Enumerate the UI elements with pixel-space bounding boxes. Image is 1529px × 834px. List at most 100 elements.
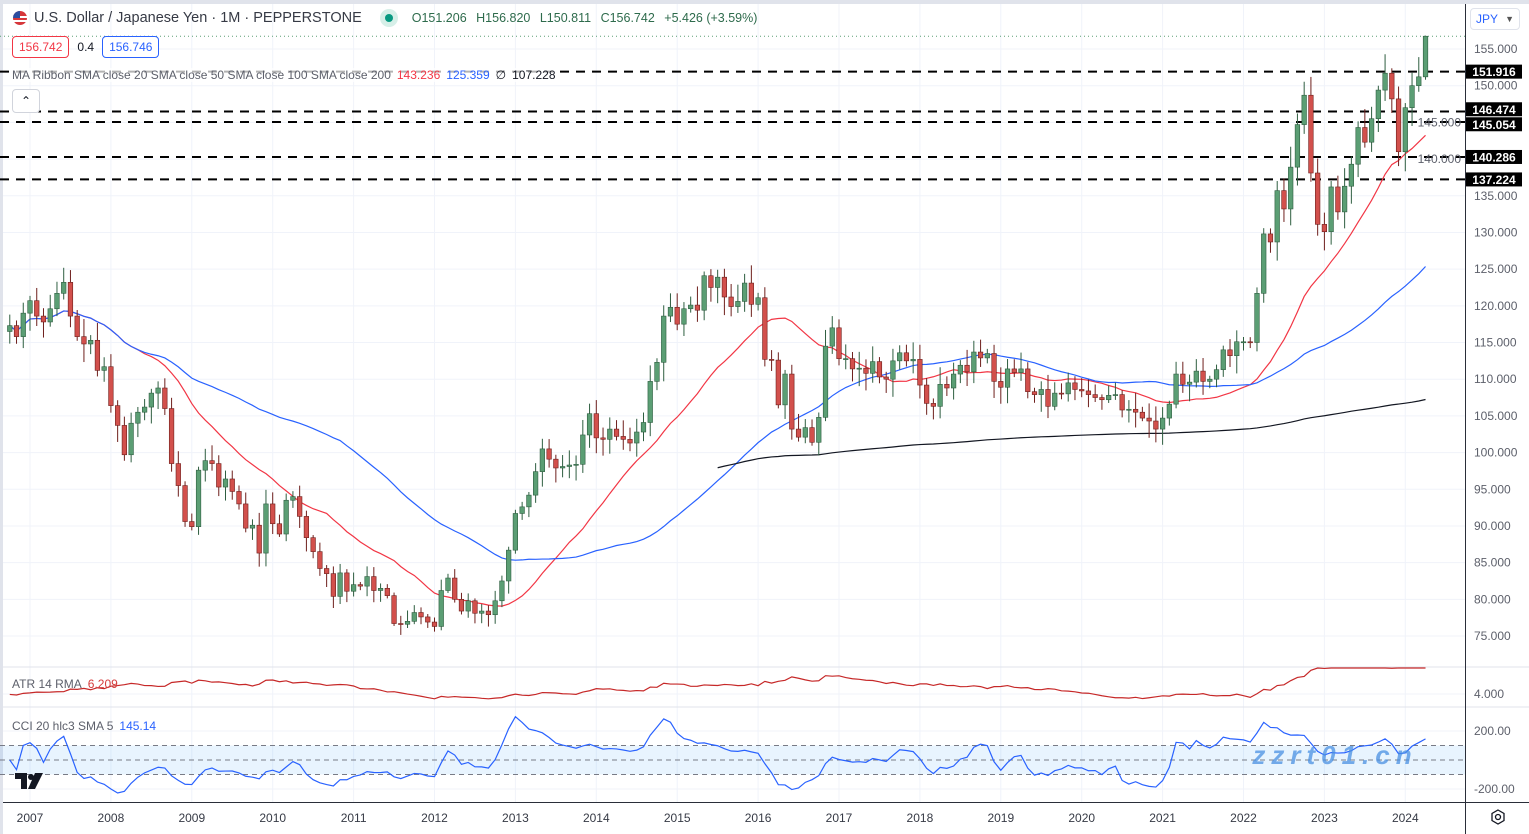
settings-gear-icon[interactable] bbox=[1490, 809, 1506, 825]
candle-down bbox=[1335, 186, 1341, 213]
candle bbox=[1099, 394, 1105, 410]
candle bbox=[479, 604, 485, 624]
candle-up bbox=[283, 499, 289, 535]
candle-down bbox=[310, 537, 316, 552]
collapse-legend-button[interactable]: ⌃ bbox=[12, 89, 40, 113]
candle bbox=[303, 510, 310, 552]
candle bbox=[67, 270, 74, 328]
candle bbox=[1234, 330, 1240, 374]
candle bbox=[1133, 392, 1139, 428]
candle bbox=[1348, 156, 1354, 204]
candle-up bbox=[1173, 373, 1179, 405]
candle-down bbox=[229, 478, 235, 492]
currency-value: JPY bbox=[1476, 12, 1499, 26]
cci-legend[interactable]: CCI 20 hlc3 SMA 5 145.14 bbox=[12, 719, 156, 733]
candle bbox=[580, 419, 586, 473]
candle bbox=[81, 319, 87, 363]
candle-down bbox=[13, 325, 20, 337]
candle-up bbox=[27, 300, 33, 314]
candle bbox=[1058, 383, 1065, 400]
candle-down bbox=[1200, 370, 1206, 382]
chevron-up-icon: ⌃ bbox=[20, 94, 32, 108]
candle-down bbox=[1321, 224, 1327, 233]
candle bbox=[1004, 359, 1011, 404]
candle bbox=[364, 566, 370, 597]
buy-price-button[interactable]: 156.746 bbox=[102, 36, 160, 58]
candle bbox=[20, 302, 26, 349]
year-tick-label: 2009 bbox=[178, 811, 205, 825]
low-value: L150.811 bbox=[539, 11, 592, 25]
atr-tick-label: 4.000 bbox=[1474, 687, 1504, 701]
cci-line bbox=[9, 715, 1426, 794]
candle-down bbox=[748, 282, 754, 305]
candle bbox=[1193, 359, 1199, 388]
candle-down bbox=[357, 584, 363, 587]
ma50-value: 125.359 bbox=[446, 68, 490, 82]
candle-up bbox=[519, 506, 525, 514]
sell-price-button[interactable]: 156.742 bbox=[12, 36, 70, 58]
candle-down bbox=[121, 425, 127, 456]
candle-up bbox=[971, 351, 977, 373]
candle-down bbox=[1153, 420, 1159, 430]
candle-up bbox=[1274, 190, 1280, 243]
candle bbox=[115, 400, 121, 442]
candle bbox=[843, 344, 849, 370]
candle bbox=[613, 420, 620, 441]
currency-select[interactable]: JPY ▼ bbox=[1470, 8, 1520, 30]
candle-down bbox=[863, 367, 869, 374]
candle bbox=[1409, 72, 1415, 126]
candle bbox=[398, 615, 404, 635]
candle-up bbox=[1220, 349, 1226, 370]
candle-up bbox=[573, 464, 579, 466]
tradingview-logo-icon[interactable] bbox=[15, 773, 47, 789]
candle-down bbox=[236, 491, 242, 505]
candle bbox=[168, 397, 175, 472]
candle-down bbox=[762, 297, 768, 360]
symbol-title[interactable]: U.S. Dollar / Japanese Yen · 1M · PEPPER… bbox=[34, 10, 362, 26]
candle-up bbox=[910, 359, 916, 362]
candle bbox=[573, 455, 579, 481]
year-tick-label: 2011 bbox=[341, 811, 367, 825]
candle-up bbox=[101, 366, 107, 371]
candle bbox=[148, 388, 154, 424]
candle-up bbox=[607, 428, 613, 440]
candle-up bbox=[1065, 382, 1071, 395]
candle bbox=[1207, 375, 1213, 389]
price-tick-label: 100.000 bbox=[1474, 446, 1518, 460]
year-tick-label: 2015 bbox=[664, 811, 691, 825]
candle-down bbox=[1025, 368, 1031, 392]
cci-label: CCI 20 hlc3 SMA 5 bbox=[12, 719, 114, 733]
candle-up bbox=[404, 621, 411, 625]
candle-up bbox=[438, 590, 444, 627]
candle bbox=[742, 273, 748, 312]
candle bbox=[634, 418, 640, 457]
candle-down bbox=[398, 623, 404, 625]
candle-up bbox=[667, 306, 674, 317]
level-price-tag bbox=[1466, 172, 1522, 187]
atr-legend[interactable]: ATR 14 RMA 6.209 bbox=[12, 677, 118, 691]
candle-down bbox=[1085, 390, 1092, 395]
candle bbox=[61, 267, 67, 300]
candle bbox=[263, 489, 269, 567]
candle bbox=[991, 344, 997, 398]
candle-up bbox=[135, 411, 141, 424]
candle bbox=[189, 513, 195, 531]
candle bbox=[526, 491, 532, 518]
candle-down bbox=[694, 304, 701, 311]
ma20-line bbox=[9, 134, 1426, 607]
candle bbox=[195, 466, 202, 535]
atr-line bbox=[9, 667, 1426, 700]
candle-up bbox=[640, 422, 647, 433]
candle-up bbox=[479, 610, 485, 614]
market-status-icon bbox=[379, 9, 398, 27]
candle bbox=[674, 293, 680, 331]
candle-down bbox=[1058, 392, 1065, 395]
candle-up bbox=[816, 417, 822, 443]
candle bbox=[411, 605, 417, 625]
candle bbox=[1315, 158, 1321, 236]
ma-ribbon-legend[interactable]: MA Ribbon SMA close 20 SMA close 50 SMA … bbox=[12, 68, 556, 82]
candle-down bbox=[458, 599, 465, 612]
candle bbox=[795, 413, 802, 442]
candle bbox=[1328, 181, 1334, 245]
